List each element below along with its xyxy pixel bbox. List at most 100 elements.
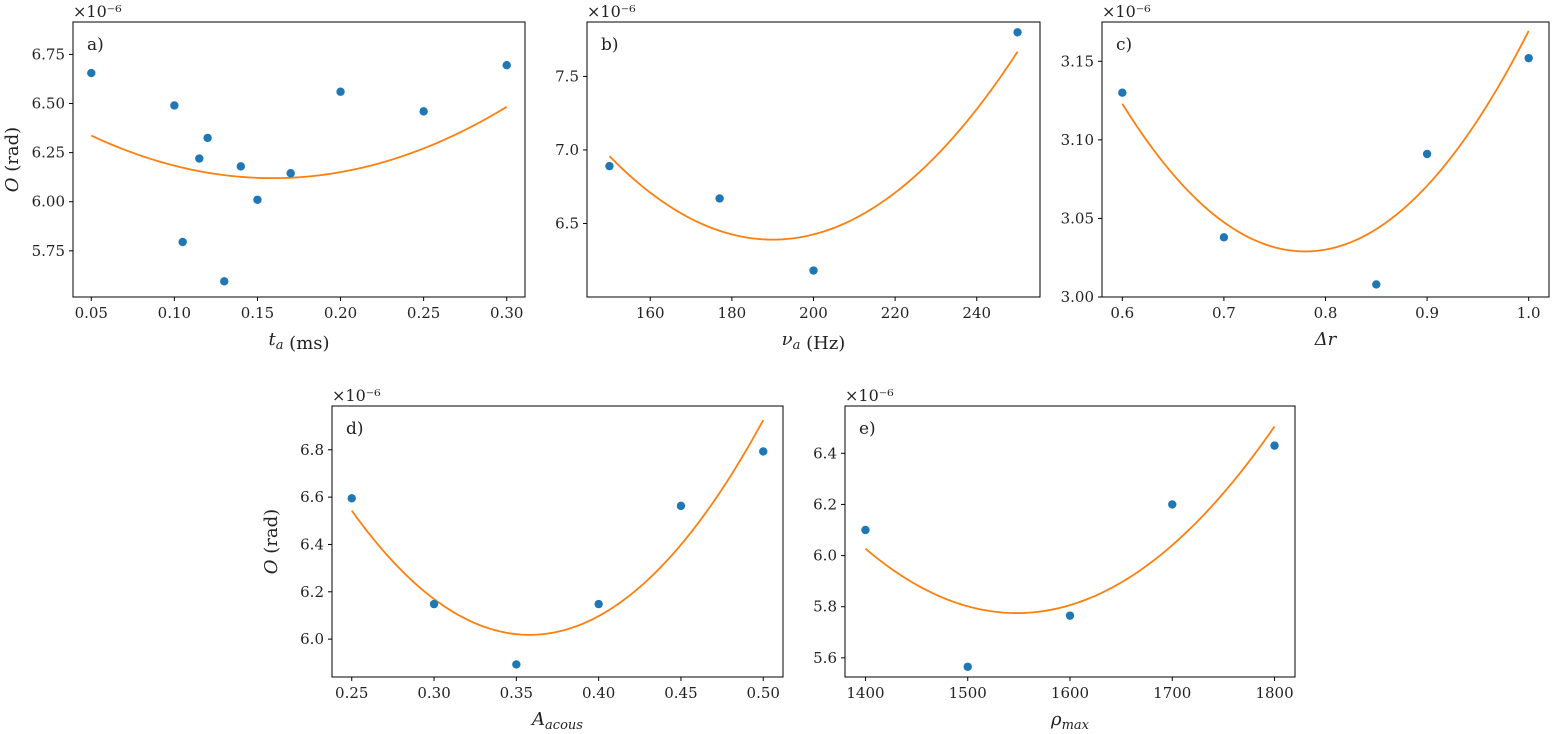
data-point (715, 194, 724, 203)
chart-panel-a: 0.05 0.10 0.15 0.20 0.25 0.30 5.75 6.00 6.25 6.50… (2, 2, 526, 354)
data-point (1168, 500, 1177, 509)
y-tick-label: 6.5 (555, 214, 579, 232)
x-tick-label: 1800 (1255, 684, 1293, 702)
plot-frame (331, 405, 784, 678)
fit-curve (90, 106, 508, 180)
fit-curve (608, 51, 1019, 241)
y-tick-label: 6.75 (32, 45, 65, 63)
data-point (1065, 611, 1075, 620)
x-tick-label: 180 (718, 304, 747, 322)
data-point (676, 501, 686, 511)
chart-panel-d: 0.25 0.30 0.35 0.40 0.45 0.50 6.0 6.2 6.4 6.6 6.8 ×… (261, 386, 784, 733)
data-point (1219, 233, 1229, 242)
panel-label: b) (601, 35, 619, 55)
data-point (220, 277, 229, 286)
panel-label: e) (859, 419, 876, 439)
data-point (419, 107, 428, 116)
plot-frame (844, 405, 1296, 678)
x-tick-label: 1500 (949, 684, 987, 702)
data-point (861, 525, 870, 535)
y-multiplier: ×10⁻⁶ (845, 386, 894, 405)
y-axis-label: O (rad) (2, 127, 23, 192)
y-tick-label: 6.4 (300, 535, 324, 553)
x-tick-label: 1600 (1051, 684, 1089, 702)
x-tick-label: 0.40 (582, 684, 615, 702)
x-tick-label: 0.9 (1415, 304, 1439, 322)
data-point (1270, 441, 1279, 450)
y-multiplier: ×10⁻⁶ (1102, 2, 1151, 21)
data-point (336, 87, 345, 96)
panel-label: d) (346, 419, 364, 439)
y-tick-label: 5.75 (32, 242, 65, 260)
data-point (1422, 149, 1432, 159)
y-multiplier: ×10⁻⁶ (587, 2, 636, 21)
x-tick-label: 0.25 (335, 684, 368, 702)
x-tick-label: 1700 (1153, 684, 1191, 702)
x-axis-label: ta (ms) (268, 329, 329, 354)
data-point (1524, 53, 1533, 63)
panel-label: a) (87, 35, 104, 55)
x-tick-label: 0.05 (75, 304, 108, 322)
fit-curve (351, 419, 765, 636)
x-tick-label: 0.6 (1110, 304, 1134, 322)
x-tick-label: 0.10 (158, 304, 191, 322)
data-point (195, 154, 204, 163)
plot-frame (586, 21, 1041, 298)
data-point (87, 68, 96, 78)
y-tick-label: 6.2 (300, 583, 324, 601)
y-tick-label: 3.05 (1061, 209, 1094, 227)
y-multiplier: ×10⁻⁶ (332, 386, 381, 405)
data-point (963, 662, 972, 671)
data-point (809, 266, 818, 275)
y-tick-label: 3.15 (1061, 52, 1094, 70)
y-tick-label: 6.50 (32, 95, 65, 113)
x-axis-label: νa (Hz) (782, 329, 846, 354)
data-point (429, 599, 439, 609)
y-tick-label: 5.8 (813, 598, 837, 616)
data-point (170, 101, 179, 110)
data-point (594, 599, 603, 609)
y-tick-label: 6.0 (813, 547, 837, 565)
data-point (759, 447, 768, 456)
data-point (203, 133, 212, 143)
chart-panel-e: 1400 1500 1600 1700 1800 5.6 5.8 6.0 6.2 6.4 ×10⁻⁶… (813, 386, 1296, 733)
x-axis-label: Aacous (530, 709, 583, 733)
x-axis-label: Δr (1314, 329, 1338, 350)
y-tick-label: 3.00 (1061, 288, 1094, 306)
x-tick-label: 0.7 (1212, 304, 1236, 322)
data-point (1013, 28, 1022, 37)
data-point (502, 61, 511, 70)
x-tick-label: 0.20 (324, 304, 357, 322)
y-tick-label: 5.6 (813, 649, 837, 667)
y-multiplier: ×10⁻⁶ (73, 2, 122, 21)
data-point (347, 494, 356, 503)
x-tick-label: 200 (799, 304, 828, 322)
y-tick-label: 6.0 (300, 630, 324, 648)
x-tick-label: 0.15 (241, 304, 274, 322)
x-tick-label: 0.25 (407, 304, 440, 322)
x-tick-label: 160 (636, 304, 665, 322)
y-axis-label: O (rad) (261, 509, 282, 574)
data-point (1372, 280, 1381, 289)
x-tick-label: 240 (962, 304, 991, 322)
x-tick-label: 1400 (846, 684, 884, 702)
x-tick-label: 1.0 (1517, 304, 1541, 322)
data-point (286, 169, 295, 178)
x-tick-label: 0.8 (1314, 304, 1338, 322)
x-tick-label: 0.45 (664, 684, 697, 702)
y-tick-label: 7.5 (555, 67, 579, 85)
x-tick-label: 0.50 (747, 684, 780, 702)
x-axis-label: ρmax (1050, 709, 1090, 733)
y-tick-label: 6.6 (300, 488, 324, 506)
x-tick-label: 220 (881, 304, 910, 322)
data-point (236, 162, 246, 171)
y-tick-label: 6.8 (300, 441, 324, 459)
y-tick-label: 6.00 (32, 193, 65, 211)
data-point (512, 660, 521, 669)
y-tick-label: 6.25 (32, 144, 65, 162)
x-tick-label: 0.30 (417, 684, 450, 702)
panel-label: c) (1116, 35, 1132, 55)
x-tick-label: 0.30 (490, 304, 523, 322)
y-tick-label: 6.2 (813, 495, 837, 513)
